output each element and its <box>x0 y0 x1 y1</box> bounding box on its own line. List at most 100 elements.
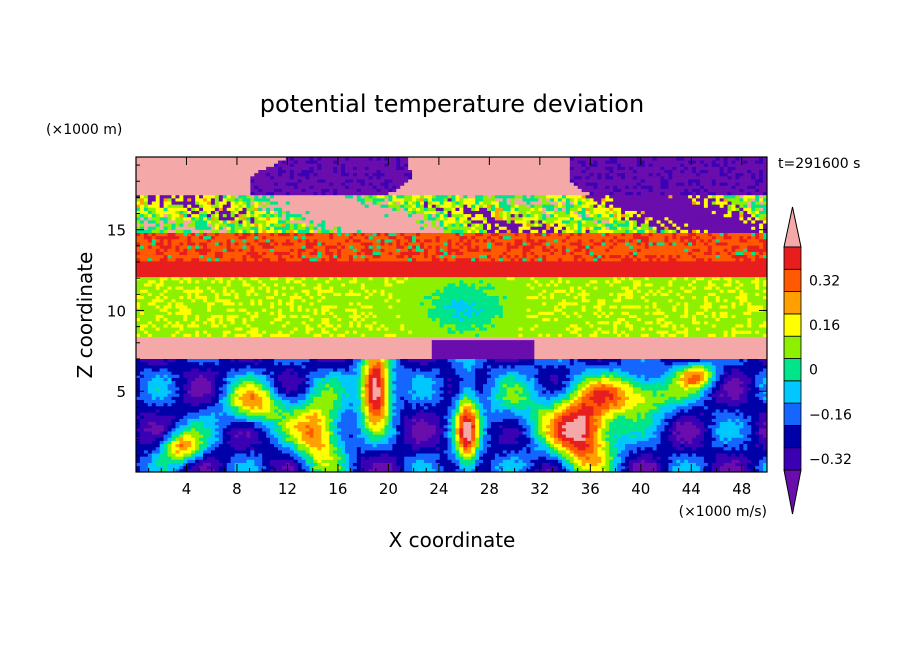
heatmap-cell <box>447 415 452 419</box>
heatmap-cell <box>589 465 594 470</box>
heatmap-cell <box>167 390 172 394</box>
heatmap-cell <box>384 443 389 448</box>
heatmap-cell <box>668 437 673 441</box>
heatmap-cell <box>348 386 354 391</box>
heatmap-cell <box>526 462 531 467</box>
heatmap-cell <box>439 386 445 391</box>
heatmap-cell <box>439 399 445 404</box>
heatmap-cell <box>684 434 689 438</box>
heatmap-cell <box>210 421 216 426</box>
heatmap-cell <box>199 383 204 388</box>
heatmap-cell <box>565 427 571 432</box>
heatmap-cell <box>297 427 303 432</box>
heatmap-cell <box>325 443 330 448</box>
heatmap-cell <box>246 409 251 413</box>
heatmap-cell <box>242 421 247 426</box>
heatmap-cell <box>696 396 701 400</box>
heatmap-cell <box>593 443 598 448</box>
heatmap-cell <box>396 468 401 472</box>
heatmap-cell <box>680 446 685 451</box>
heatmap-cell <box>609 409 614 413</box>
heatmap-cell <box>636 443 642 448</box>
heatmap-cell <box>696 453 701 457</box>
heatmap-cell <box>747 468 752 472</box>
heatmap-cell <box>412 462 417 467</box>
heatmap-cell <box>400 412 405 416</box>
heatmap-cell <box>384 380 389 385</box>
heatmap-cell <box>751 380 756 385</box>
heatmap-cell <box>731 405 736 410</box>
heatmap-cell <box>542 431 547 435</box>
heatmap-cell <box>364 434 370 438</box>
heatmap-cell <box>640 431 646 435</box>
heatmap-cell <box>309 383 314 388</box>
heatmap-cell <box>266 409 271 413</box>
heatmap-cell <box>755 405 760 410</box>
heatmap-cell <box>356 440 362 445</box>
heatmap-cell <box>163 386 168 391</box>
heatmap-cell <box>565 409 571 413</box>
heatmap-cell <box>345 418 350 422</box>
heatmap-cell <box>210 453 216 457</box>
heatmap-cell <box>636 431 642 435</box>
heatmap-cell <box>475 443 480 448</box>
heatmap-cell <box>277 399 283 404</box>
heatmap-cell <box>759 412 764 416</box>
heatmap-cell <box>206 409 212 413</box>
heatmap-cell <box>530 402 535 407</box>
heatmap-cell <box>277 434 283 438</box>
heatmap-cell <box>376 456 381 460</box>
heatmap-cell <box>593 434 598 438</box>
heatmap-cell <box>262 383 267 388</box>
heatmap-cell <box>640 453 646 457</box>
heatmap-cell <box>664 437 669 441</box>
heatmap-cell <box>206 462 212 467</box>
heatmap-cell <box>522 462 527 467</box>
heatmap-cell <box>585 462 590 467</box>
heatmap-cell <box>258 449 263 454</box>
heatmap-cell <box>605 402 610 407</box>
heatmap-cell <box>526 415 531 419</box>
heatmap-cell <box>155 371 161 375</box>
heatmap-cell <box>546 440 551 445</box>
heatmap-cell <box>364 396 370 400</box>
heatmap-cell <box>206 418 212 422</box>
heatmap-cell <box>143 383 149 388</box>
heatmap-cell <box>423 440 429 445</box>
heatmap-cell <box>419 412 425 416</box>
heatmap-cell <box>751 402 756 407</box>
heatmap-cell <box>652 421 657 426</box>
heatmap-cell <box>412 396 417 400</box>
heatmap-cell <box>277 377 283 382</box>
heatmap-cell <box>648 412 654 416</box>
heatmap-cell <box>199 446 204 451</box>
heatmap-cell <box>242 427 247 432</box>
heatmap-cell <box>554 374 559 378</box>
heatmap-cell <box>289 409 295 413</box>
heatmap-cell <box>573 415 579 419</box>
heatmap-cell <box>301 396 306 400</box>
heatmap-cell <box>404 412 409 416</box>
heatmap-cell <box>333 396 338 400</box>
heatmap-cell <box>226 386 232 391</box>
heatmap-cell <box>719 412 725 416</box>
heatmap-cell <box>246 427 251 432</box>
heatmap-cell <box>297 412 303 416</box>
heatmap-cell <box>321 409 326 413</box>
heatmap-cell <box>518 446 523 451</box>
heatmap-cell <box>416 431 421 435</box>
heatmap-cell <box>195 393 200 397</box>
heatmap-cell <box>763 434 767 438</box>
heatmap-cell <box>707 449 713 454</box>
heatmap-cell <box>187 465 192 470</box>
heatmap-cell <box>747 409 752 413</box>
heatmap-cell <box>230 459 235 463</box>
heatmap-cell <box>554 402 559 407</box>
heatmap-cell <box>703 440 709 445</box>
heatmap-cell <box>143 421 149 426</box>
heatmap-cell <box>597 405 602 410</box>
heatmap-cell <box>187 456 192 460</box>
heatmap-cell <box>163 440 168 445</box>
heatmap-cell <box>163 459 168 463</box>
heatmap-cell <box>341 412 346 416</box>
